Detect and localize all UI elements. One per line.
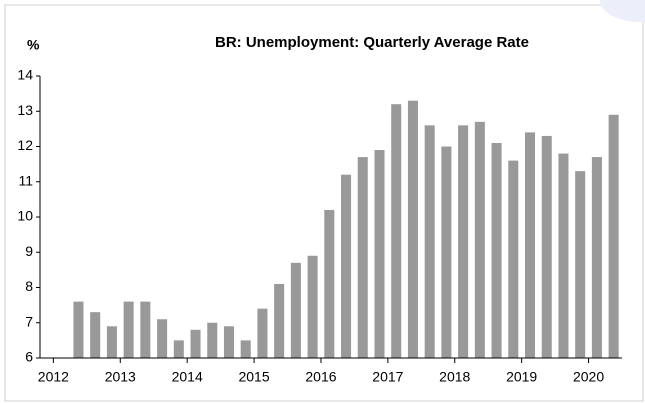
bar <box>541 135 552 358</box>
bar <box>173 340 184 358</box>
x-tick-label: 2016 <box>305 369 336 385</box>
bar <box>374 150 385 358</box>
bar <box>491 142 502 358</box>
bar <box>257 308 268 358</box>
chart-frame <box>4 4 644 402</box>
bar <box>324 209 335 358</box>
y-tick-label: 11 <box>18 172 33 188</box>
x-tick-label: 2013 <box>105 369 136 385</box>
bar <box>558 153 569 358</box>
x-tick-label: 2014 <box>172 369 203 385</box>
bar <box>474 121 485 358</box>
bar <box>223 326 234 358</box>
x-tick-label: 2017 <box>372 369 403 385</box>
bar <box>106 326 117 358</box>
x-tick-label: 2012 <box>38 369 69 385</box>
bar <box>441 146 452 358</box>
bar <box>73 301 84 358</box>
bar <box>407 100 418 359</box>
y-tick-label: 8 <box>25 278 33 294</box>
bar <box>207 322 218 358</box>
bar <box>240 340 251 358</box>
bar <box>424 125 435 358</box>
y-tick-label: 7 <box>25 313 33 329</box>
bar <box>608 114 619 359</box>
y-tick-label: 12 <box>17 137 33 153</box>
bar <box>140 301 151 358</box>
bar <box>508 160 519 358</box>
bar <box>357 157 368 358</box>
bar <box>157 319 168 358</box>
y-axis-label: % <box>27 37 40 53</box>
y-tick-label: 13 <box>17 102 33 118</box>
bar <box>391 104 402 358</box>
x-tick-label: 2019 <box>506 369 537 385</box>
bar <box>123 301 134 358</box>
bar <box>190 329 201 358</box>
chart-title: BR: Unemployment: Quarterly Average Rate <box>215 34 529 51</box>
y-tick-label: 6 <box>25 349 33 365</box>
y-tick-label: 14 <box>17 67 33 83</box>
bar <box>575 171 586 358</box>
bar <box>307 255 318 358</box>
bar <box>274 283 285 358</box>
y-tick-label: 9 <box>25 243 33 259</box>
y-tick-label: 10 <box>17 208 33 224</box>
x-tick-label: 2018 <box>439 369 470 385</box>
bar <box>90 312 101 358</box>
corner-decoration <box>600 0 645 22</box>
x-tick-label: 2015 <box>238 369 269 385</box>
bar <box>290 262 301 358</box>
bar <box>341 174 352 358</box>
bar <box>525 132 536 358</box>
bar <box>458 125 469 358</box>
bar <box>591 157 602 358</box>
x-tick-label: 2020 <box>573 369 604 385</box>
